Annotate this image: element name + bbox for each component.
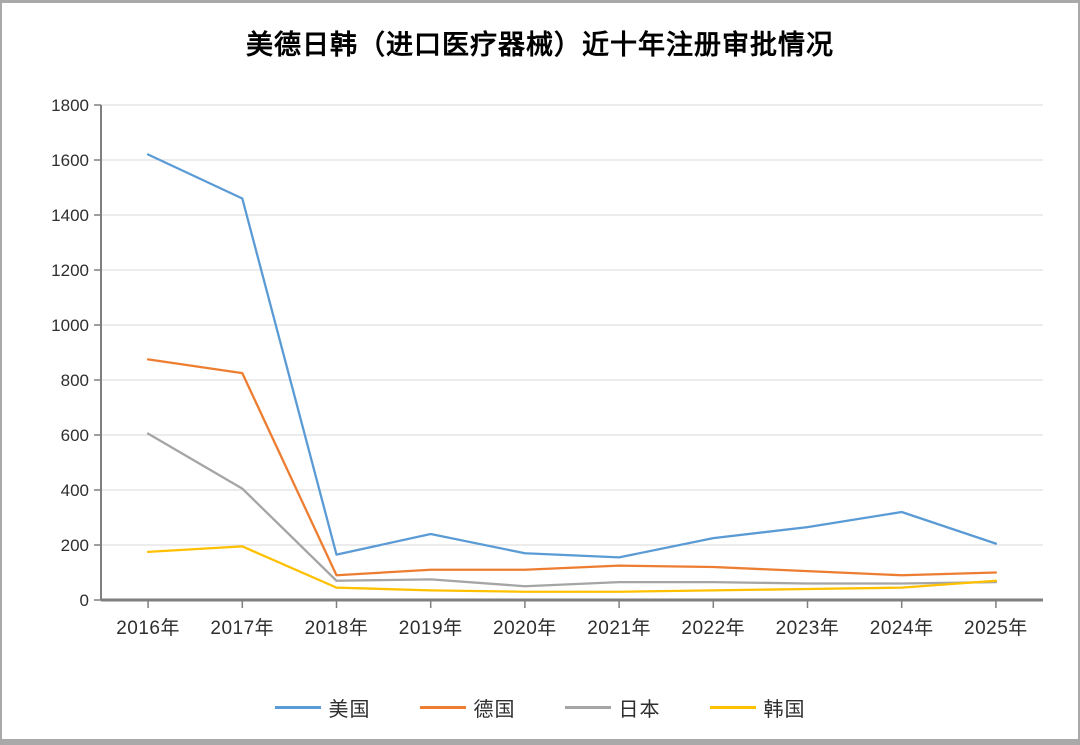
- x-tick-label: 2024年: [870, 617, 934, 639]
- legend-item-korea: 韩国: [709, 693, 806, 722]
- y-tick-label: 400: [61, 481, 89, 500]
- y-tick-label: 1800: [51, 96, 89, 115]
- x-tick-label: 2016年: [116, 617, 180, 639]
- x-tick-label: 2025年: [964, 617, 1028, 639]
- series-line-usa: [146, 153, 998, 559]
- legend-line-swatch-japan: [564, 706, 611, 709]
- y-tick-label: 600: [61, 426, 89, 445]
- legend-item-germany: 德国: [419, 693, 516, 722]
- legend-item-usa: 美国: [274, 693, 371, 722]
- x-tick-label: 2019年: [399, 617, 463, 639]
- series-line-germany: [146, 358, 998, 577]
- series-line-korea: [146, 545, 998, 593]
- x-tick-label: 2023年: [776, 617, 840, 639]
- legend-item-japan: 日本: [564, 693, 661, 722]
- y-tick-label: 1400: [51, 206, 89, 225]
- legend-label-japan: 日本: [618, 699, 661, 721]
- line-chart-plot: 0 200 400 600 800 1000 1200 1400 1600 1800 2016年 20…: [51, 96, 1043, 639]
- x-tick-label: 2020年: [493, 617, 557, 639]
- chart-title: 美德日韩（进口医疗器械）近十年注册审批情况: [246, 30, 834, 60]
- y-tick-label: 800: [61, 371, 89, 390]
- y-tick-label: 1600: [51, 151, 89, 170]
- legend-label-usa: 美国: [328, 699, 371, 721]
- legend-line-swatch-korea: [709, 706, 756, 709]
- x-tick-label: 2022年: [681, 617, 745, 639]
- legend-label-germany: 德国: [473, 699, 516, 721]
- legend-label-korea: 韩国: [763, 699, 806, 721]
- legend-line-swatch-germany: [419, 706, 466, 709]
- y-tick-label: 1200: [51, 261, 89, 280]
- x-tick-label: 2021年: [587, 617, 651, 639]
- chart-legend: 美国 德国 日本 韩国: [2, 693, 1078, 722]
- legend-line-swatch-usa: [274, 706, 321, 709]
- x-tick-label: 2018年: [305, 617, 369, 639]
- series-line-japan: [146, 432, 998, 588]
- y-tick-label: 0: [80, 591, 89, 610]
- y-tick-label: 200: [61, 536, 89, 555]
- y-tick-label: 1000: [51, 316, 89, 335]
- x-tick-label: 2017年: [210, 617, 274, 639]
